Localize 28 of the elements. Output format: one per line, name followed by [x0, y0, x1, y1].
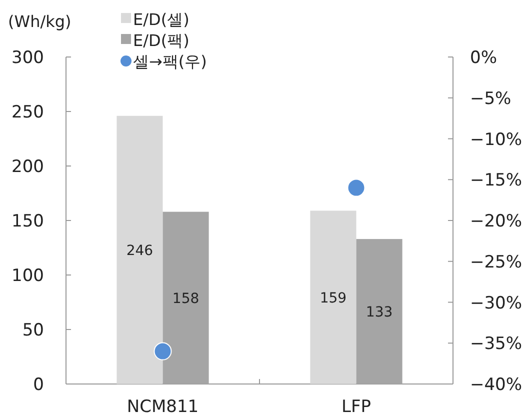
- data-label: 158: [172, 290, 200, 307]
- data-label: 246: [126, 242, 154, 259]
- y2-tick-label: 0%: [470, 48, 497, 68]
- y-tick-label: 50: [22, 320, 44, 340]
- y2-tick-label: −35%: [470, 334, 522, 354]
- y2-tick-label: −25%: [470, 252, 522, 272]
- legend-label: 셀→팩(우): [133, 52, 207, 71]
- y-tick-label: 300: [12, 48, 44, 68]
- bar: [310, 210, 356, 384]
- y2-tick-label: −20%: [470, 212, 522, 232]
- y-tick-label: 250: [12, 102, 44, 122]
- legend-label: E/D(셀): [133, 10, 190, 29]
- y-axis-title: (Wh/kg): [8, 12, 72, 31]
- y2-tick-label: −15%: [470, 170, 522, 191]
- y-tick-label: 200: [12, 157, 44, 177]
- bar: [116, 116, 163, 384]
- y2-tick-label: −40%: [470, 375, 522, 395]
- x-tick-label: NCM811: [126, 397, 199, 414]
- y2-tick-label: −30%: [470, 293, 522, 314]
- data-label: 133: [366, 304, 393, 321]
- data-label: 159: [320, 290, 347, 306]
- y2-tick-label: −10%: [470, 130, 522, 150]
- y-tick-label: 100: [12, 266, 44, 286]
- legend-label: E/D(팩): [133, 31, 190, 50]
- y2-tick-label: −5%: [470, 88, 512, 109]
- x-tick-label: LFP: [341, 397, 372, 414]
- y-tick-label: 150: [12, 212, 44, 232]
- y-tick-label: 0: [33, 375, 44, 395]
